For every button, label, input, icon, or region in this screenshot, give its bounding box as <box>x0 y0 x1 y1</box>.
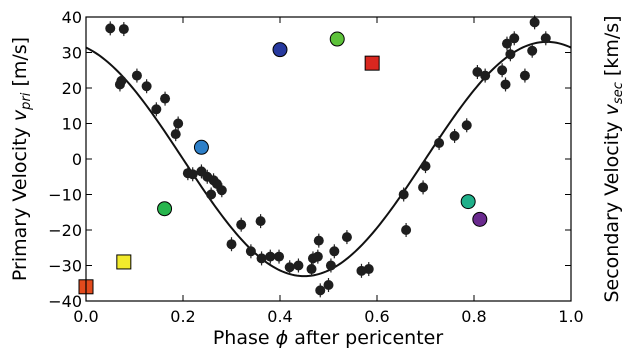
primary-point <box>401 225 412 235</box>
primary-point <box>312 251 323 262</box>
secondary-point <box>460 194 476 210</box>
primary-point <box>418 182 429 193</box>
secondary-point <box>472 211 488 227</box>
x-axis-ticks: 0.0 0.2 0.4 0.6 0.8 1.0 <box>73 17 584 326</box>
primary-point <box>206 189 217 200</box>
secondary-points <box>78 31 488 295</box>
primary-point <box>315 285 326 296</box>
y-tick-label: 30 <box>62 44 82 63</box>
primary-point <box>226 239 237 250</box>
primary-point <box>173 118 184 129</box>
primary-point <box>420 161 431 172</box>
plot-frame <box>85 16 572 302</box>
primary-point <box>323 280 334 291</box>
y-tick-label: −30 <box>48 257 82 276</box>
model-curve <box>85 40 572 278</box>
primary-point <box>472 67 483 78</box>
x-tick-label: 0.0 <box>73 307 98 326</box>
y-axis-ticks: −40 −30 −20 −10 0 10 20 30 40 <box>48 8 571 311</box>
primary-point <box>505 49 516 60</box>
primary-point <box>293 260 304 271</box>
primary-point <box>480 70 491 81</box>
x-tick-label: 0.8 <box>461 307 486 326</box>
primary-point <box>105 23 116 34</box>
primary-point <box>527 45 538 56</box>
y-tick-label: 10 <box>62 115 82 134</box>
primary-point <box>256 253 267 264</box>
y-tick-label: −10 <box>48 186 82 205</box>
secondary-point <box>272 42 288 58</box>
primary-point <box>509 33 520 44</box>
primary-point <box>306 264 317 275</box>
y-tick-label: 40 <box>62 8 82 27</box>
secondary-point <box>364 55 380 71</box>
primary-point <box>274 251 285 262</box>
primary-point <box>497 65 508 76</box>
y-tick-label: −40 <box>48 292 82 311</box>
model-curve-layer <box>85 40 572 278</box>
secondary-point <box>193 139 209 155</box>
primary-point <box>341 232 352 243</box>
primary-point <box>216 185 227 196</box>
primary-point <box>160 93 171 104</box>
primary-point <box>519 70 530 81</box>
x-tick-label: 0.4 <box>267 307 292 326</box>
secondary-point <box>116 254 132 270</box>
primary-point <box>329 246 340 257</box>
y-tick-label: 0 <box>72 150 82 169</box>
primary-point <box>313 235 324 246</box>
primary-point <box>398 189 409 200</box>
primary-point <box>255 216 266 227</box>
y-axis-label-right: Secondary Velocity vsec [km/s] <box>601 15 626 302</box>
secondary-point <box>157 201 173 217</box>
primary-point <box>118 24 129 35</box>
primary-point <box>245 246 256 257</box>
primary-point <box>529 17 540 28</box>
x-tick-label: 0.6 <box>364 307 389 326</box>
primary-point <box>449 130 460 141</box>
x-tick-label: 0.2 <box>170 307 195 326</box>
primary-point <box>434 138 445 149</box>
primary-point <box>151 104 162 115</box>
primary-point <box>325 260 336 271</box>
primary-point <box>540 33 551 44</box>
primary-point <box>363 264 374 275</box>
y-tick-label: 20 <box>62 79 82 98</box>
primary-point <box>461 120 472 131</box>
x-axis-label: Phase ϕ after pericenter <box>213 327 444 349</box>
primary-point <box>284 262 295 273</box>
y-tick-label: −20 <box>48 221 82 240</box>
primary-point <box>500 79 511 90</box>
primary-point <box>236 219 247 230</box>
y-axis-label-left: Primary Velocity vpri [m/s] <box>9 37 34 281</box>
secondary-point <box>329 31 345 47</box>
primary-point <box>265 251 276 262</box>
primary-point <box>170 129 181 140</box>
x-tick-label: 1.0 <box>558 307 583 326</box>
primary-point <box>187 169 198 180</box>
primary-point <box>131 70 142 81</box>
primary-point <box>501 38 512 49</box>
primary-points <box>105 15 551 298</box>
primary-point <box>141 81 152 92</box>
primary-point <box>116 75 127 86</box>
